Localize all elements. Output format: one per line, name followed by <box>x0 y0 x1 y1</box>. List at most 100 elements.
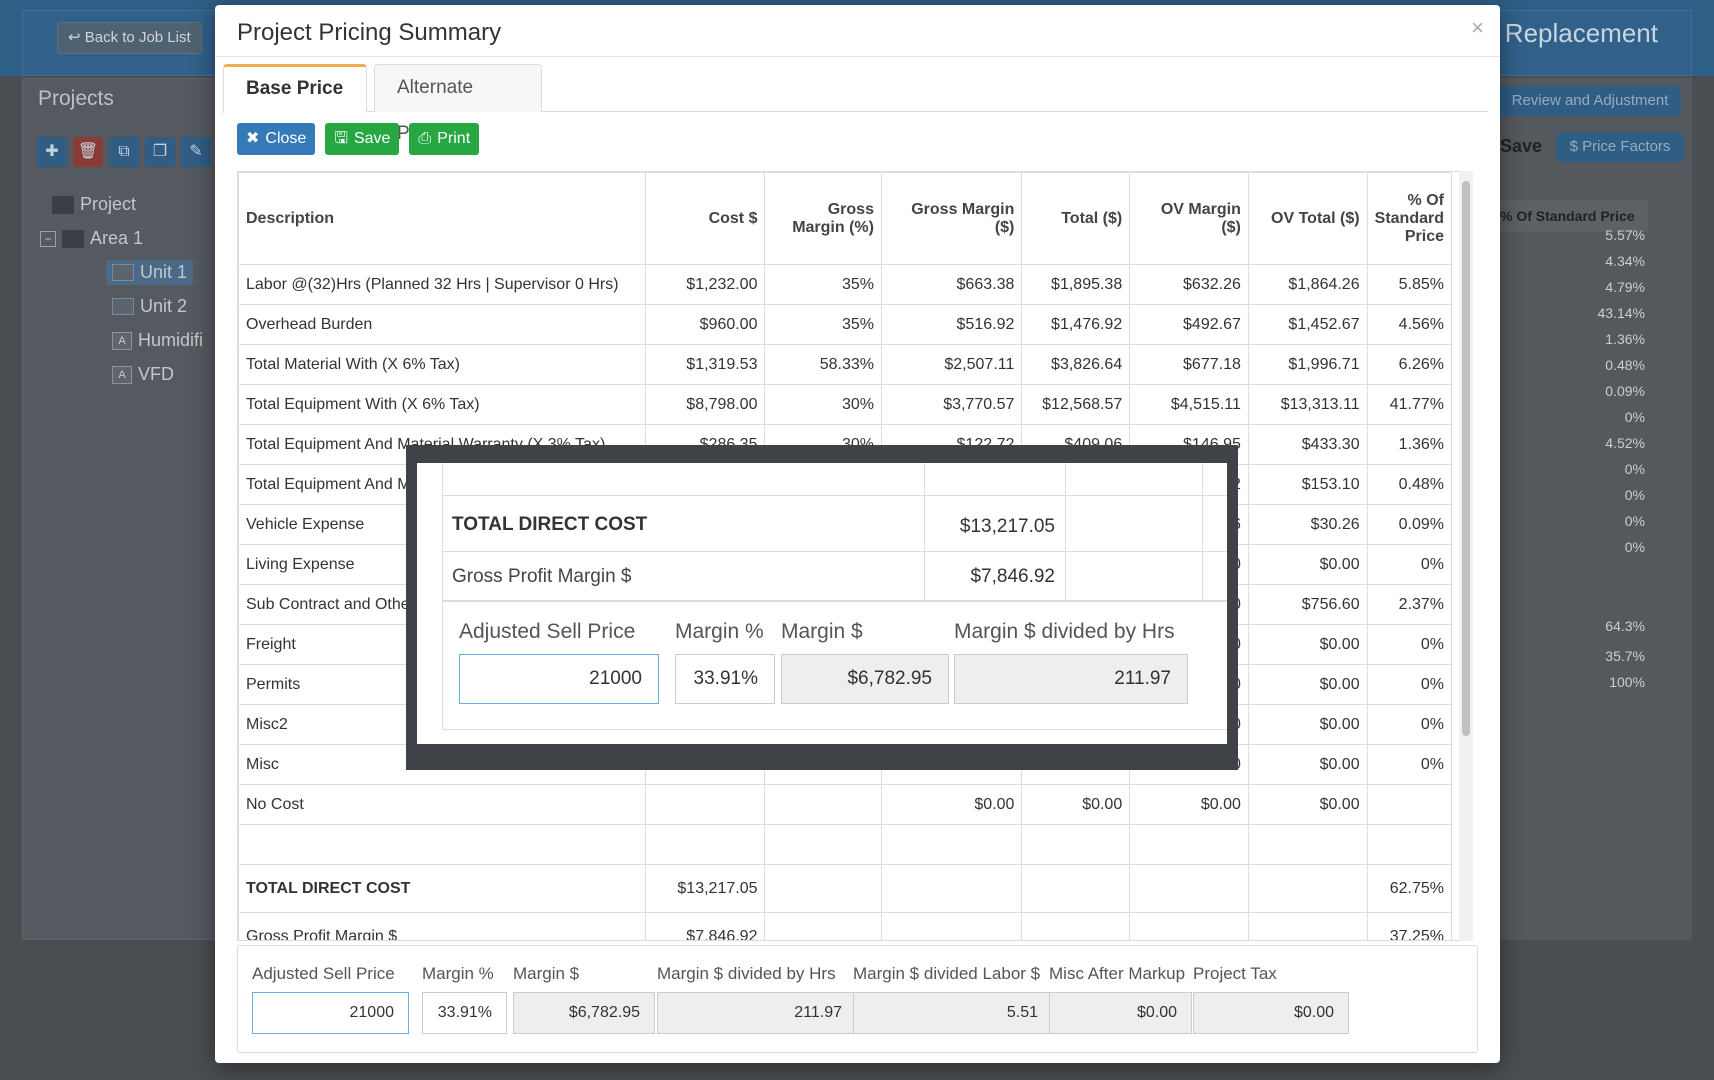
column-header: Total ($) <box>1021 172 1131 265</box>
margin-per-labor-label: Margin $ divided Labor $ <box>853 964 1041 983</box>
margin-per-labor-value: 5.51 <box>853 992 1053 1034</box>
row-value <box>1366 784 1453 825</box>
pct-value: 0% <box>1624 539 1645 555</box>
totals-label: Gross Profit Margin $ <box>238 912 646 940</box>
row-value: $0.00 <box>1247 784 1368 825</box>
row-value: 5.85% <box>1366 264 1453 305</box>
zoom-gross-profit-value: $7,846.92 <box>925 552 1066 600</box>
tree-node-unit-1[interactable]: Unit 1 <box>106 260 194 285</box>
zoom-margin-per-hrs-label: Margin $ divided by Hrs <box>954 620 1175 643</box>
file-icon: A <box>112 365 132 384</box>
back-to-job-list-button[interactable]: ↩ Back to Job List <box>57 22 202 54</box>
scrollbar-thumb[interactable] <box>1462 181 1470 736</box>
floppy-icon: 🖫 <box>334 130 348 147</box>
zoom-cell <box>1066 496 1203 551</box>
margin-dollar-value: $6,782.95 <box>513 992 655 1034</box>
zoom-gross-profit-label: Gross Profit Margin $ <box>442 552 925 600</box>
margin-per-hrs-field: Margin $ divided by Hrs 211.97 <box>657 964 857 1034</box>
row-value: $0.00 <box>1247 664 1368 705</box>
pct-value: 100% <box>1609 674 1645 690</box>
price-factors-button[interactable]: $ Price Factors <box>1556 132 1684 162</box>
row-value: $960.00 <box>644 304 766 345</box>
totals-empty-cell <box>1021 864 1131 913</box>
row-value: $0.00 <box>1247 744 1368 785</box>
price-tabs: Base Price Alternate Price <box>223 64 1488 144</box>
row-description <box>238 824 646 865</box>
close-button[interactable]: ✖ Close <box>237 123 316 155</box>
table-header-row: Description Cost $ Gross Margin (%) Gros… <box>238 172 1453 265</box>
totals-row: TOTAL DIRECT COST $13,217.05 62.75% <box>238 864 1453 913</box>
tree-node-area[interactable]: − Area 1 <box>40 228 143 249</box>
row-value: 0.48% <box>1366 464 1453 505</box>
column-header: OV Margin ($) <box>1129 172 1249 265</box>
close-icon[interactable]: × <box>1471 15 1484 40</box>
pct-value: 1.36% <box>1605 331 1645 347</box>
row-value <box>764 824 882 865</box>
zoom-margin-pct-field: Margin % 33.91% <box>675 620 775 704</box>
totals-empty-cell <box>764 864 882 913</box>
zoom-cell <box>1066 552 1203 600</box>
zoom-content: TOTAL DIRECT COST $13,217.05 Gross Profi… <box>417 463 1227 744</box>
column-header: Gross Margin (%) <box>764 172 882 265</box>
row-value: $1,996.71 <box>1247 344 1368 385</box>
row-value: $1,476.92 <box>1021 304 1131 345</box>
row-value: $0.00 <box>1247 544 1368 585</box>
row-value: $0.00 <box>1247 624 1368 665</box>
zoom-cell <box>1066 463 1203 495</box>
save-button[interactable]: 🖫 Save <box>325 123 400 155</box>
row-description: Total Material With (X 6% Tax) <box>238 344 646 385</box>
misc-after-markup-value: $0.00 <box>1049 992 1192 1034</box>
totals-empty-cell <box>1247 864 1368 913</box>
row-description: Total Equipment With (X 6% Tax) <box>238 384 646 425</box>
row-value: $0.00 <box>1247 704 1368 745</box>
tree-node-humidifier[interactable]: A Humidifi <box>112 330 203 351</box>
row-value: $1,232.00 <box>644 264 766 305</box>
pct-value: 5.57% <box>1605 227 1645 243</box>
totals-row: Gross Profit Margin $ $7,846.92 37.25% <box>238 912 1453 940</box>
totals-empty-cell <box>880 912 1023 940</box>
tab-alternate-price[interactable]: Alternate Price <box>374 64 542 144</box>
totals-label: TOTAL DIRECT COST <box>238 864 646 913</box>
margin-pct-input[interactable]: 33.91% <box>422 992 507 1034</box>
row-description: Overhead Burden <box>238 304 646 345</box>
zoom-adjusted-sell-price-input[interactable]: 21000 <box>459 654 659 704</box>
copy-icon[interactable]: ⧉ <box>109 137 139 167</box>
zoom-sell-price-panel: Adjusted Sell Price 21000 Margin % 33.91… <box>442 601 1227 730</box>
row-value: $8,798.00 <box>644 384 766 425</box>
row-value <box>644 784 766 825</box>
row-description: Labor @(32)Hrs (Planned 32 Hrs | Supervi… <box>238 264 646 305</box>
table-row: Total Material With (X 6% Tax) $1,319.53 5… <box>238 344 1453 385</box>
zoom-grid-line <box>442 463 443 730</box>
margin-per-labor-field: Margin $ divided Labor $ 5.51 <box>853 964 1053 1034</box>
paste-icon[interactable]: ❐ <box>145 137 175 167</box>
folder-icon <box>112 264 134 281</box>
add-icon[interactable]: ✚ <box>37 137 67 167</box>
row-value: 35% <box>764 304 882 345</box>
adjusted-sell-price-input[interactable]: 21000 <box>252 992 409 1034</box>
delete-icon[interactable]: 🗑 <box>73 137 103 167</box>
tab-base-price[interactable]: Base Price <box>223 64 367 113</box>
row-value <box>1021 824 1131 865</box>
tree-node-project[interactable]: Project <box>52 194 136 215</box>
background-save-link[interactable]: Save <box>1500 136 1543 156</box>
row-description: No Cost <box>238 784 646 825</box>
row-value: 2.37% <box>1366 584 1453 625</box>
collapse-icon[interactable]: − <box>40 230 56 247</box>
zoom-margin-dollar-value: $6,782.95 <box>781 654 949 704</box>
column-header: OV Total ($) <box>1247 172 1368 265</box>
eraser-icon[interactable]: ✎ <box>181 137 211 167</box>
zoom-cell <box>925 463 1066 495</box>
tree-node-unit-2[interactable]: Unit 2 <box>112 296 187 317</box>
table-scrollbar[interactable] <box>1459 171 1473 941</box>
row-value: 1.36% <box>1366 424 1453 465</box>
row-value: $12,568.57 <box>1021 384 1131 425</box>
review-and-adjustment-button[interactable]: Review and Adjustment <box>1499 86 1681 116</box>
tree-node-vfd[interactable]: A VFD <box>112 364 174 385</box>
x-icon: ✖ <box>246 130 260 147</box>
folder-icon <box>112 298 134 315</box>
row-value <box>644 824 766 865</box>
totals-cost: $13,217.05 <box>644 864 766 913</box>
column-header: Description <box>238 172 646 265</box>
print-button[interactable]: ⎙ Print <box>409 123 480 155</box>
zoom-margin-pct-input[interactable]: 33.91% <box>675 654 775 704</box>
